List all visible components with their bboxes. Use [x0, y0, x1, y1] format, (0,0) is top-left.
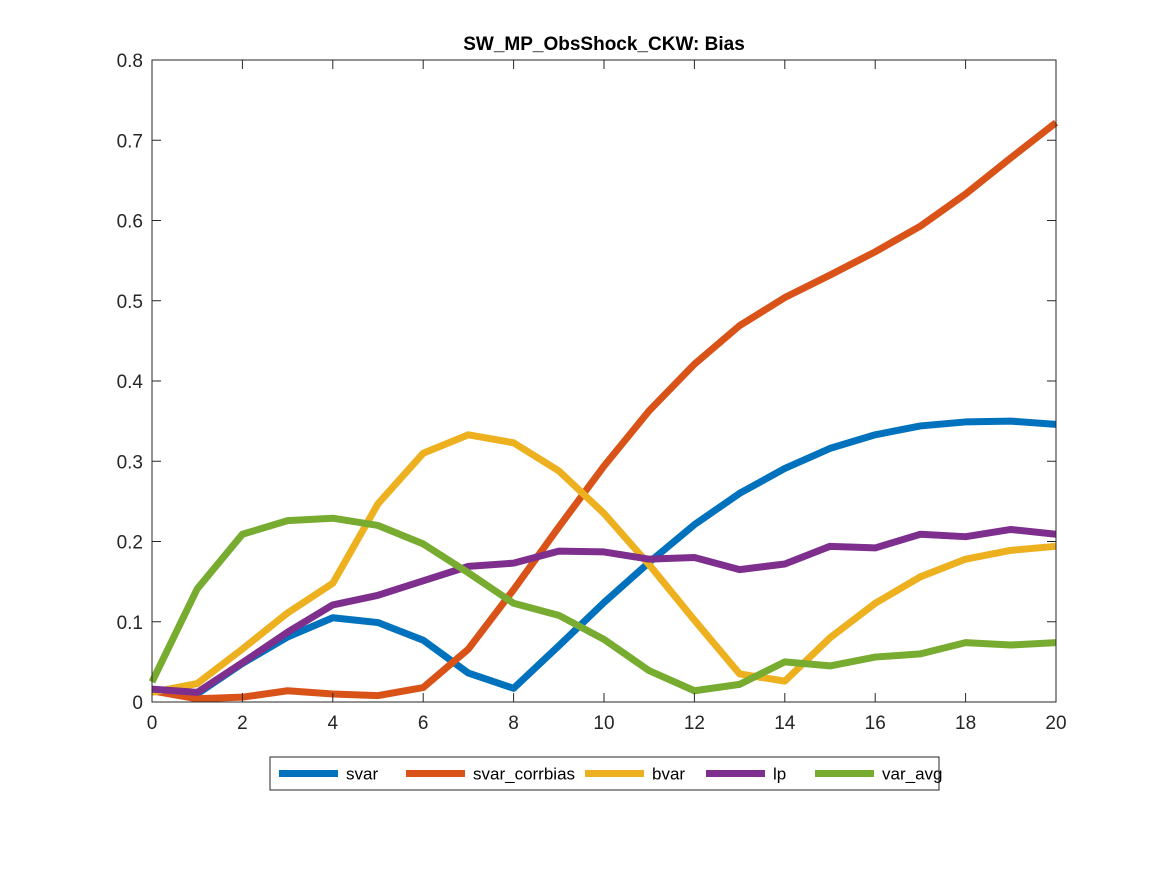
series-line-svar_corrbias: [151, 119, 1059, 703]
chart-title: SW_MP_ObsShock_CKW: Bias: [463, 34, 745, 55]
legend-label-svar_corrbias: svar_corrbias: [473, 765, 575, 784]
x-tick-label: 2: [237, 713, 248, 734]
plot-area: 0 2 4 6 8 10 12 14 16 18 20 0 0.1 0.2 0.3 0.4 0.5 0.6 0.7 0…: [117, 51, 1067, 734]
series-line-bvar: [151, 431, 1057, 696]
x-tick-label: 0: [147, 713, 158, 734]
y-tick-label: 0.5: [117, 292, 143, 313]
y-tick-label: 0.1: [117, 613, 143, 634]
x-tick-label: 14: [774, 713, 796, 734]
y-tick-label: 0.8: [117, 51, 143, 72]
x-tick-label: 12: [684, 713, 705, 734]
x-tick-label: 8: [508, 713, 519, 734]
y-tick-label: 0.4: [117, 372, 144, 393]
y-tick-label: 0: [132, 693, 143, 714]
legend: svar svar_corrbias bvar lp var_avg: [269, 756, 942, 791]
legend-label-var_avg: var_avg: [882, 765, 942, 784]
x-tick-label: 4: [328, 713, 339, 734]
series-line-var_avg: [148, 514, 1057, 695]
legend-label-svar: svar: [346, 765, 378, 784]
y-tick-label: 0.3: [117, 452, 143, 473]
series-line-svar: [151, 417, 1057, 698]
x-tick-label: 6: [418, 713, 429, 734]
x-tick-label: 10: [593, 713, 614, 734]
legend-label-bvar: bvar: [652, 765, 685, 784]
y-tick-label: 0.6: [117, 212, 143, 233]
y-tick-label: 0.2: [117, 533, 143, 554]
legend-label-lp: lp: [773, 765, 786, 784]
x-tick-label: 16: [865, 713, 886, 734]
series-line-lp: [151, 525, 1057, 696]
y-tick-label: 0.7: [117, 131, 143, 152]
x-tick-label: 20: [1045, 713, 1066, 734]
x-tick-label: 18: [955, 713, 976, 734]
